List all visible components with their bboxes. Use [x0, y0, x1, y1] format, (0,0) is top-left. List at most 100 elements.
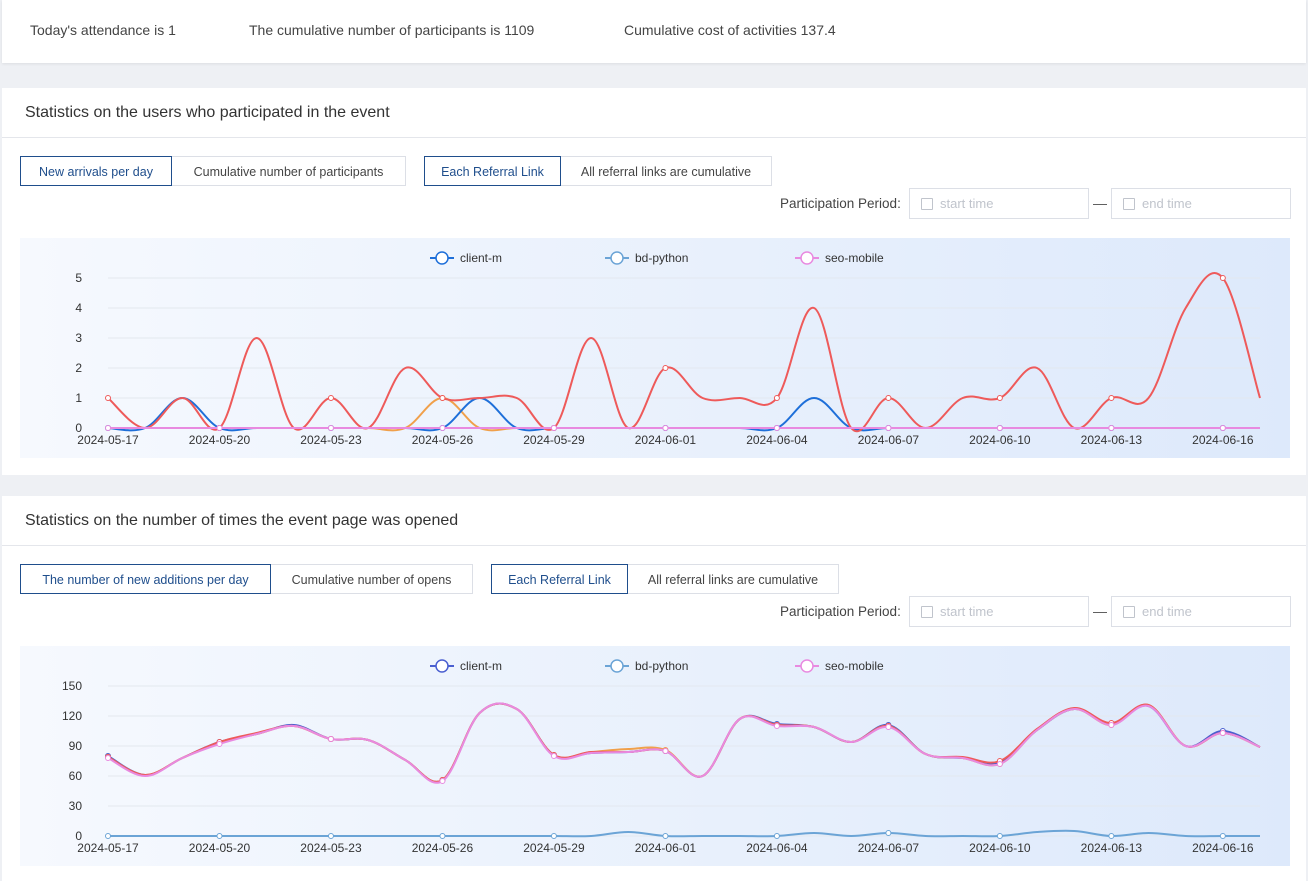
divider: [2, 137, 1306, 138]
point-marker: [1108, 395, 1115, 401]
point-marker: [885, 724, 892, 730]
point-marker: [550, 425, 557, 431]
toggle-button[interactable]: The number of new additions per day: [20, 564, 271, 594]
x-tick-label: 2024-05-29: [523, 433, 585, 447]
point-marker: [996, 761, 1003, 767]
point-marker: [327, 736, 334, 742]
button-group: Each Referral Link All referral links are…: [424, 156, 772, 186]
y-tick-label: 0: [75, 421, 82, 435]
toggle-button[interactable]: All referral links are cumulative: [561, 156, 772, 186]
x-tick-label: 2024-06-13: [1081, 841, 1143, 855]
point-marker: [885, 425, 892, 431]
start-time-input[interactable]: start time: [909, 188, 1089, 219]
period-label: Participation Period:: [780, 196, 901, 211]
point-marker: [773, 723, 780, 729]
legend-label: bd-python: [635, 659, 688, 673]
y-tick-label: 150: [62, 679, 82, 693]
legend-label: client-m: [460, 251, 502, 265]
point-marker: [216, 833, 223, 839]
x-tick-label: 2024-06-16: [1192, 841, 1254, 855]
point-marker: [662, 425, 669, 431]
point-marker: [105, 755, 111, 761]
x-tick-label: 2024-05-20: [189, 433, 251, 447]
point-marker: [1219, 275, 1226, 281]
series-line: [107, 829, 1260, 838]
stat: The cumulative number of participants is…: [249, 22, 535, 38]
y-tick-label: 30: [69, 799, 83, 813]
legend-marker: [435, 659, 449, 673]
x-tick-label: 2024-06-01: [635, 841, 697, 855]
point-marker: [662, 833, 669, 839]
point-marker: [1108, 833, 1115, 839]
toggle-button[interactable]: Each Referral Link: [491, 564, 628, 594]
panel-title: Statistics on the users who participated…: [25, 104, 390, 121]
point-marker: [105, 395, 111, 401]
legend-marker: [435, 251, 449, 265]
chart-background: [20, 238, 1290, 458]
x-tick-label: 2024-06-10: [969, 841, 1031, 855]
y-tick-label: 60: [69, 769, 83, 783]
x-tick-label: 2024-05-20: [189, 841, 251, 855]
point-marker: [1108, 722, 1115, 728]
legend-marker: [800, 659, 814, 673]
point-marker: [550, 753, 557, 759]
point-marker: [773, 425, 780, 431]
y-tick-label: 4: [75, 301, 82, 315]
chart-background: [20, 646, 1290, 866]
toggle-button[interactable]: Cumulative number of opens: [271, 564, 473, 594]
point-marker: [439, 833, 446, 839]
range-separator: —: [1093, 195, 1107, 211]
x-tick-label: 2024-06-07: [858, 841, 920, 855]
point-marker: [216, 425, 223, 431]
point-marker: [439, 395, 446, 401]
y-tick-label: 3: [75, 331, 82, 345]
x-tick-label: 2024-05-29: [523, 841, 585, 855]
point-marker: [996, 395, 1003, 401]
point-marker: [885, 395, 892, 401]
x-tick-label: 2024-06-01: [635, 433, 697, 447]
point-marker: [105, 425, 111, 431]
point-marker: [1219, 425, 1226, 431]
legend-label: seo-mobile: [825, 251, 884, 265]
legend-label: bd-python: [635, 251, 688, 265]
series-line: [107, 702, 1261, 784]
point-marker: [439, 425, 446, 431]
stats-bar: Today's attendance is 1 The cumulative n…: [2, 0, 1306, 63]
start-time-input[interactable]: start time: [909, 596, 1089, 627]
toggle-button[interactable]: Cumulative number of participants: [172, 156, 406, 186]
panel-title: Statistics on the number of times the ev…: [25, 512, 459, 529]
x-tick-label: 2024-06-04: [746, 433, 808, 447]
legend-marker: [610, 659, 624, 673]
point-marker: [327, 425, 334, 431]
end-time-input[interactable]: end time: [1111, 596, 1291, 627]
x-tick-label: 2024-06-10: [969, 433, 1031, 447]
y-tick-label: 5: [75, 271, 82, 285]
point-marker: [439, 778, 446, 784]
x-tick-label: 2024-05-17: [77, 433, 139, 447]
period-label: Participation Period:: [780, 604, 901, 619]
y-tick-label: 90: [69, 739, 83, 753]
point-marker: [216, 741, 223, 747]
point-marker: [662, 365, 669, 371]
x-tick-label: 2024-05-23: [300, 433, 362, 447]
line-chart: 0 1 2 3 4 5 2024-05-17 2024-05-20 2024-05-23 2024…: [20, 238, 1290, 458]
point-marker: [996, 425, 1003, 431]
point-marker: [1108, 425, 1115, 431]
point-marker: [996, 833, 1003, 839]
toggle-button[interactable]: All referral links are cumulative: [628, 564, 839, 594]
range-separator: —: [1093, 603, 1107, 619]
end-time-input[interactable]: end time: [1111, 188, 1291, 219]
line-chart: 0 30 60 90 120 150 2024-05-17 2024-05-20 2024-05…: [20, 646, 1290, 866]
point-marker: [550, 833, 557, 839]
x-tick-label: 2024-06-04: [746, 841, 808, 855]
toggle-button[interactable]: Each Referral Link: [424, 156, 561, 186]
point-marker: [773, 395, 780, 401]
legend-label: client-m: [460, 659, 502, 673]
x-tick-label: 2024-06-07: [858, 433, 920, 447]
toggle-button[interactable]: New arrivals per day: [20, 156, 172, 186]
x-tick-label: 2024-06-13: [1081, 433, 1143, 447]
stat: Today's attendance is 1: [30, 22, 176, 38]
point-marker: [773, 833, 780, 839]
point-marker: [885, 830, 892, 836]
